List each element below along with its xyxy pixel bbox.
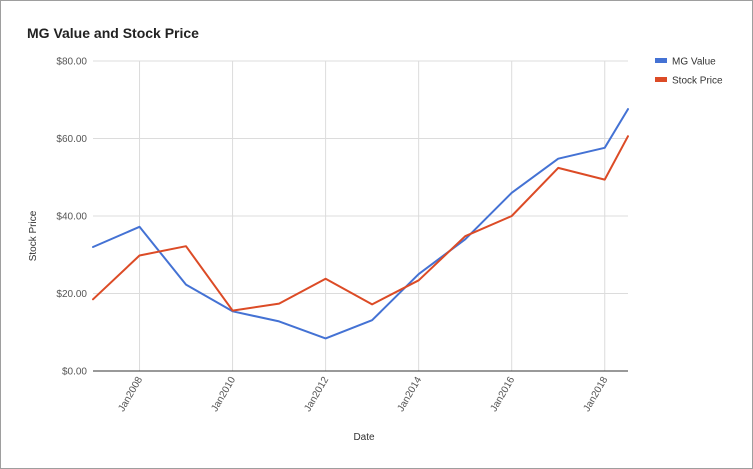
y-tick-label: $20.00 — [56, 289, 87, 300]
x-axis-ticks: Jan2008 Jan2010 Jan2012 Jan2014 Jan2016 Jan20… — [116, 375, 610, 414]
y-axis-title: Stock Price — [28, 210, 39, 261]
y-tick-label: $80.00 — [56, 57, 87, 68]
y-tick-label: $0.00 — [62, 367, 87, 378]
legend-swatch — [655, 58, 667, 63]
legend-swatch — [655, 77, 667, 82]
series-lines — [92, 108, 629, 340]
y-tick-label: $60.00 — [56, 134, 87, 145]
legend-item: Stock Price — [655, 76, 723, 87]
x-tick-label: Jan2014 — [396, 375, 425, 414]
series-line-mg-value — [92, 108, 629, 340]
x-axis-title: Date — [353, 432, 375, 443]
legend-label: MG Value — [672, 57, 716, 68]
legend-item: MG Value — [655, 57, 716, 68]
y-axis-ticks: $0.00 $20.00 $40.00 $60.00 $80.00 — [56, 57, 87, 378]
series-line-stock-price — [92, 135, 629, 312]
legend: MG Value Stock Price — [655, 57, 723, 87]
legend-label: Stock Price — [672, 76, 723, 87]
x-tick-label: Jan2016 — [489, 375, 518, 414]
x-tick-label: Jan2010 — [209, 375, 238, 414]
x-tick-label: Jan2012 — [302, 375, 331, 414]
x-tick-label: Jan2008 — [116, 375, 145, 414]
chart-title: MG Value and Stock Price — [27, 25, 199, 41]
y-tick-label: $40.00 — [56, 212, 87, 223]
x-tick-label: Jan2018 — [582, 375, 611, 414]
